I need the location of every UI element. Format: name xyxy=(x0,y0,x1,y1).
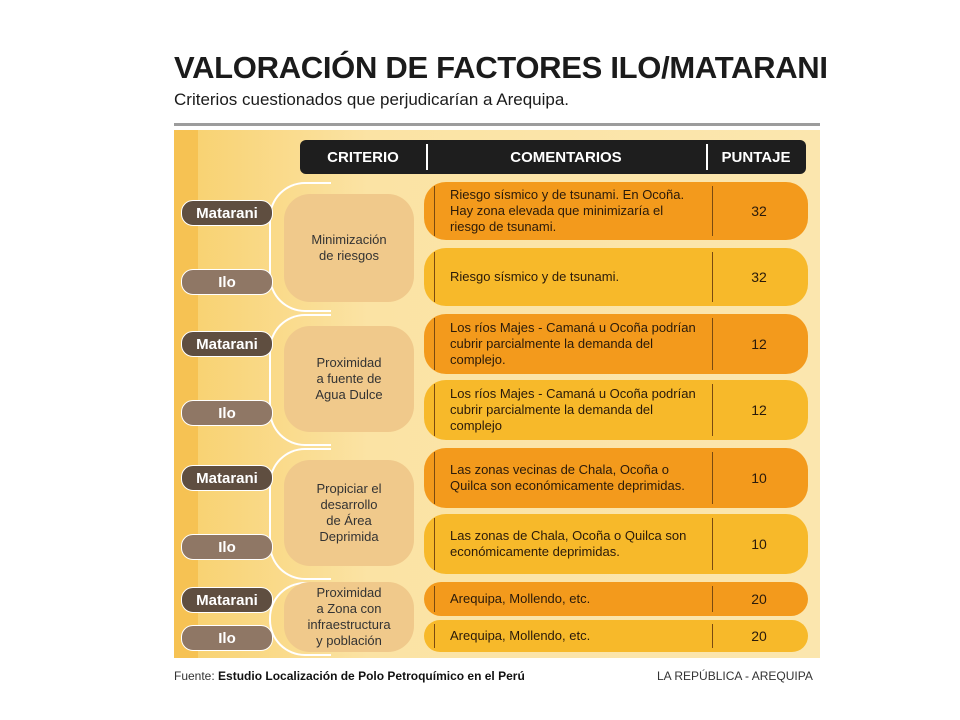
group-bracket xyxy=(269,314,331,446)
row-separator xyxy=(712,252,713,302)
comment-text: Los ríos Majes - Camaná u Ocoña podrían … xyxy=(450,386,696,433)
row-separator xyxy=(712,586,713,612)
header-separator xyxy=(706,144,708,170)
table-row xyxy=(424,448,808,508)
port-badge-matarani: Matarani xyxy=(181,465,273,491)
table-row xyxy=(424,582,808,616)
score-value: 10 xyxy=(751,536,767,552)
row-separator xyxy=(434,252,435,302)
table-row xyxy=(424,248,808,306)
port-badge-ilo: Ilo xyxy=(181,625,273,651)
comment-text: Arequipa, Mollendo, etc. xyxy=(450,591,591,606)
criterio-label: Proximidad a fuente de Agua Dulce xyxy=(284,326,414,432)
comment-text: Arequipa, Mollendo, etc. xyxy=(450,628,591,643)
row-separator xyxy=(434,518,435,570)
score-value: 20 xyxy=(751,591,767,607)
title-divider xyxy=(174,123,820,126)
row-separator xyxy=(434,624,435,648)
comment-text: Riesgo sísmico y de tsunami. En Ocoña. H… xyxy=(450,187,685,234)
comment-text: Riesgo sísmico y de tsunami. xyxy=(450,269,620,284)
row-separator xyxy=(434,452,435,504)
port-badge-ilo: Ilo xyxy=(181,400,273,426)
header-criterio: CRITERIO xyxy=(300,140,426,174)
table-row xyxy=(424,620,808,652)
header-puntaje: PUNTAJE xyxy=(706,140,806,174)
infographic-title: VALORACIÓN DE FACTORES ILO/MATARANI xyxy=(174,50,828,85)
group-bracket xyxy=(269,448,331,580)
table-row xyxy=(424,380,808,440)
port-badge-ilo: Ilo xyxy=(181,534,273,560)
port-badge-matarani: Matarani xyxy=(181,200,273,226)
infographic-subtitle: Criterios cuestionados que perjudicarían… xyxy=(174,90,570,109)
table-row xyxy=(424,314,808,374)
score-value: 12 xyxy=(751,402,767,418)
row-separator xyxy=(712,452,713,504)
row-separator xyxy=(712,384,713,436)
criterio-label: Minimización de riesgos xyxy=(284,194,414,302)
header-separator xyxy=(426,144,428,170)
row-separator xyxy=(712,186,713,236)
port-badge-ilo: Ilo xyxy=(181,269,273,295)
source-title: Estudio Localización de Polo Petroquímic… xyxy=(218,669,525,683)
criterio-label: Propiciar el desarrollo de Área Deprimid… xyxy=(284,460,414,566)
row-separator xyxy=(434,586,435,612)
comment-text: Los ríos Majes - Camaná u Ocoña podrían … xyxy=(450,320,696,367)
row-separator xyxy=(712,318,713,370)
table-row xyxy=(424,514,808,574)
criterio-label: Proximidad a Zona con infraestructura y … xyxy=(284,582,414,652)
port-badge-matarani: Matarani xyxy=(181,331,273,357)
source-label: Fuente: xyxy=(174,669,215,683)
row-separator xyxy=(712,518,713,570)
score-value: 12 xyxy=(751,336,767,352)
score-value: 20 xyxy=(751,628,767,644)
header-comentarios: COMENTARIOS xyxy=(426,140,706,174)
port-badge-matarani: Matarani xyxy=(181,587,273,613)
row-separator xyxy=(434,318,435,370)
row-separator xyxy=(712,624,713,648)
score-value: 32 xyxy=(751,203,767,219)
table-board: CRITERIO COMENTARIOS PUNTAJE Minimizació… xyxy=(174,130,820,658)
comment-text: Las zonas de Chala, Ocoña o Quilca son e… xyxy=(450,528,687,559)
comment-text: Las zonas vecinas de Chala, Ocoña o Quil… xyxy=(450,462,685,493)
group-bracket xyxy=(269,182,331,312)
score-value: 10 xyxy=(751,470,767,486)
row-separator xyxy=(434,384,435,436)
publisher-credit: LA REPÚBLICA - AREQUIPA xyxy=(657,669,813,683)
table-row xyxy=(424,182,808,240)
score-value: 32 xyxy=(751,269,767,285)
source-note: Fuente: Estudio Localización de Polo Pet… xyxy=(174,669,525,683)
row-separator xyxy=(434,186,435,236)
